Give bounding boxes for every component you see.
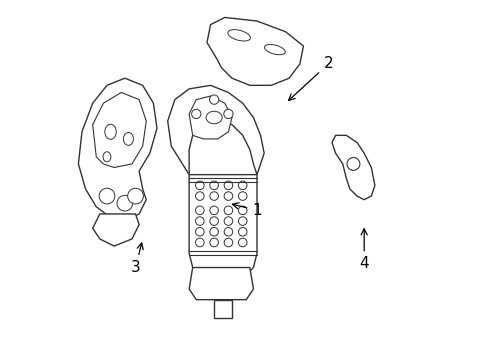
Circle shape xyxy=(209,181,218,190)
Circle shape xyxy=(209,192,218,201)
Circle shape xyxy=(238,217,246,225)
Circle shape xyxy=(195,181,203,190)
Ellipse shape xyxy=(227,30,250,41)
Ellipse shape xyxy=(123,132,133,145)
Circle shape xyxy=(195,206,203,215)
Text: 1: 1 xyxy=(232,203,261,218)
Circle shape xyxy=(127,188,143,204)
Polygon shape xyxy=(93,93,146,167)
Circle shape xyxy=(346,157,359,170)
Circle shape xyxy=(117,195,132,211)
Circle shape xyxy=(209,95,218,104)
Circle shape xyxy=(238,181,246,190)
Polygon shape xyxy=(331,135,374,200)
Ellipse shape xyxy=(103,152,111,162)
Circle shape xyxy=(238,192,246,201)
Circle shape xyxy=(191,109,201,118)
Polygon shape xyxy=(214,300,231,318)
Circle shape xyxy=(224,181,232,190)
Text: 2: 2 xyxy=(288,57,333,100)
Polygon shape xyxy=(189,175,257,275)
Circle shape xyxy=(209,217,218,225)
Circle shape xyxy=(224,192,232,201)
Polygon shape xyxy=(167,85,264,175)
Circle shape xyxy=(224,206,232,215)
Circle shape xyxy=(209,228,218,236)
Circle shape xyxy=(99,188,115,204)
Circle shape xyxy=(195,228,203,236)
Polygon shape xyxy=(93,214,139,246)
Circle shape xyxy=(195,238,203,247)
Circle shape xyxy=(209,238,218,247)
Circle shape xyxy=(209,206,218,215)
Circle shape xyxy=(238,228,246,236)
Circle shape xyxy=(238,238,246,247)
Circle shape xyxy=(224,238,232,247)
Text: 3: 3 xyxy=(130,243,143,275)
Text: 4: 4 xyxy=(359,229,368,271)
Circle shape xyxy=(238,206,246,215)
Polygon shape xyxy=(78,78,157,221)
Polygon shape xyxy=(189,267,253,300)
Polygon shape xyxy=(189,96,231,139)
Circle shape xyxy=(224,217,232,225)
Polygon shape xyxy=(206,18,303,85)
Circle shape xyxy=(195,192,203,201)
Ellipse shape xyxy=(104,124,116,139)
Ellipse shape xyxy=(205,111,222,124)
Circle shape xyxy=(224,109,233,118)
Ellipse shape xyxy=(264,45,285,55)
Circle shape xyxy=(195,217,203,225)
Circle shape xyxy=(224,228,232,236)
